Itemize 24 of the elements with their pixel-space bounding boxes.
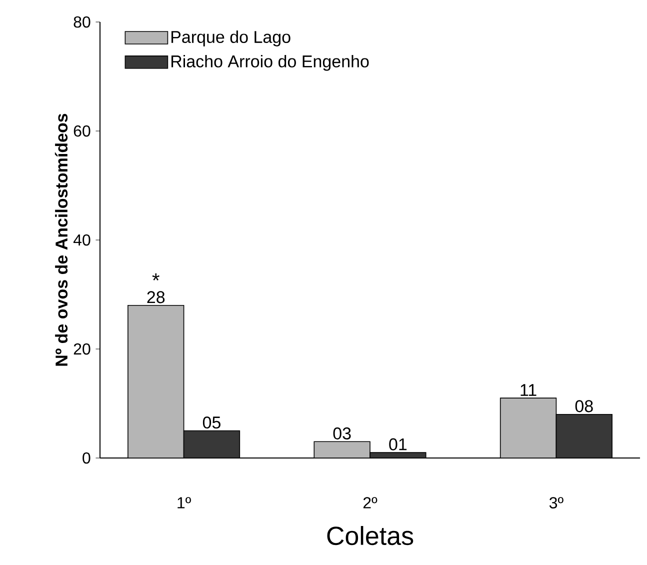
bar <box>183 430 240 458</box>
data-label: 05 <box>202 416 220 429</box>
data-label: 03 <box>333 427 351 440</box>
legend-label: Parque do Lago <box>171 30 290 46</box>
y-tick-label: 60 <box>74 125 90 137</box>
y-tick-label: 40 <box>73 234 90 246</box>
bar <box>128 305 184 458</box>
y-tick-label: 20 <box>74 343 90 355</box>
bar <box>500 398 557 458</box>
y-tick-label: 80 <box>74 16 90 28</box>
x-axis-title: Coletas <box>327 526 414 546</box>
bar <box>314 441 370 458</box>
legend-label: Riacho Arroio do Engenho <box>171 54 369 71</box>
y-tick-label: 0 <box>82 452 90 464</box>
x-tick-label: 1º <box>178 497 191 508</box>
bar <box>556 414 612 458</box>
data-label: 28 <box>147 291 165 304</box>
x-tick-label: 3º <box>549 497 564 508</box>
annotation: * <box>152 273 160 280</box>
y-axis-title: Nº de ovos de Ancilostomídeos <box>54 114 68 366</box>
x-tick-label: 2º <box>363 497 378 508</box>
data-label: 01 <box>389 438 407 450</box>
data-label: 11 <box>520 384 536 396</box>
data-label: 08 <box>575 400 593 412</box>
